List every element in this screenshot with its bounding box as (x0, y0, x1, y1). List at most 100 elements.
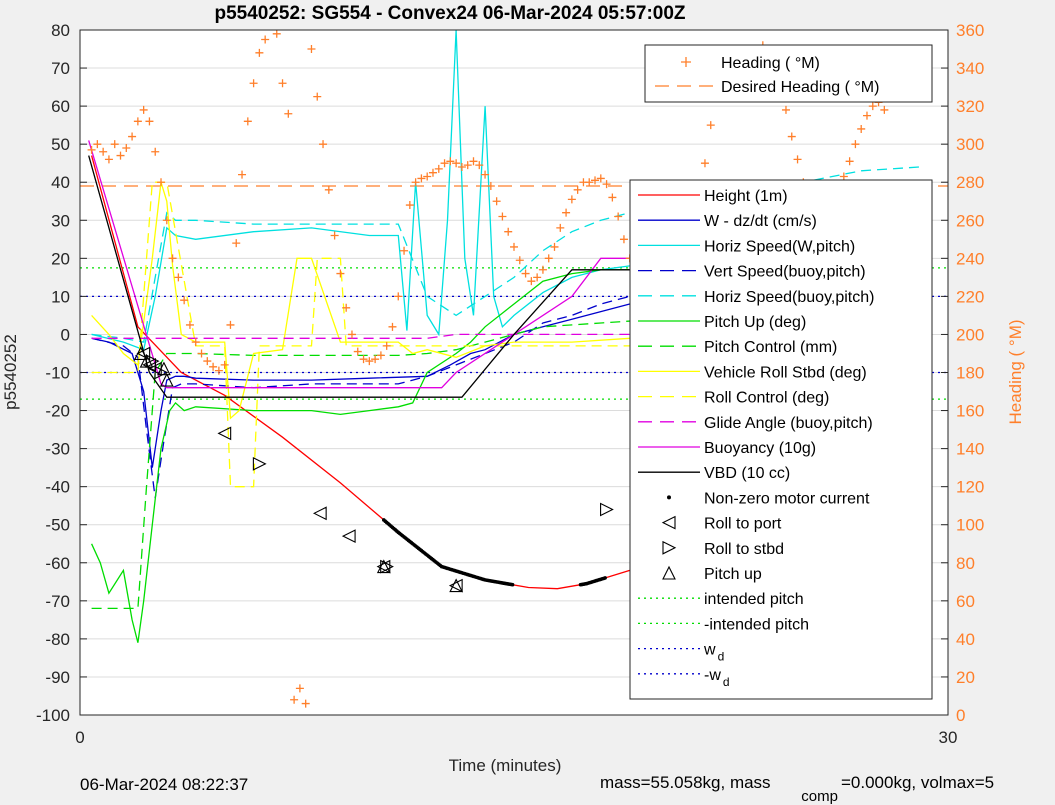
heading-point (475, 161, 484, 170)
y2-tick-label: 60 (956, 592, 975, 611)
roll-port-marker (217, 426, 232, 441)
y-tick-label: 70 (51, 59, 70, 78)
footer-mass-text: mass=55.058kg, mass (600, 773, 771, 792)
legend-label: VBD (10 cc) (704, 465, 790, 482)
heading-point (793, 155, 802, 164)
chart-title: p5540252: SG554 - Convex24 06-Mar-2024 0… (214, 3, 685, 24)
heading-point (382, 341, 391, 350)
legend-label: Desired Heading ( °M) (721, 79, 879, 96)
y-tick-label: -90 (45, 668, 70, 687)
heading-point (278, 79, 287, 88)
legend-label-subscript: d (723, 675, 730, 689)
heading-point (220, 360, 229, 369)
legend-label: Vert Speed(buoy,pitch) (704, 264, 866, 281)
pitch-up-marker (139, 353, 154, 368)
heading-point (481, 170, 490, 179)
y2-tick-label: 220 (956, 287, 984, 306)
y2-tick-label: 200 (956, 325, 984, 344)
heading-point (706, 121, 715, 130)
y-tick-label: 0 (61, 325, 70, 344)
y2-tick-label: 80 (956, 554, 975, 573)
heading-point (342, 303, 351, 312)
heading-point (191, 338, 200, 347)
heading-point (567, 195, 576, 204)
legend-sample (662, 565, 676, 580)
heading-point (185, 320, 194, 329)
heading-point (423, 172, 432, 181)
y-tick-label: -80 (45, 630, 70, 649)
legend-label: Heading ( °M) (721, 55, 820, 72)
legend-label: Non-zero motor current (704, 490, 870, 507)
legend-label: Buoyancy (10g) (704, 440, 816, 457)
roll-port-marker (312, 506, 327, 521)
heading-point (353, 347, 362, 356)
heading-point (544, 254, 553, 263)
legend-label-subscript: d (718, 650, 725, 664)
legend-label: Pitch Control (mm) (704, 339, 837, 356)
heading-point (562, 208, 571, 217)
y-axis-label: p5540252 (1, 334, 20, 410)
heading-point (371, 355, 380, 364)
heading-point (301, 699, 310, 708)
heading-point (162, 216, 171, 225)
heading-point (133, 117, 142, 126)
heading-point (428, 168, 437, 177)
heading-point (168, 254, 177, 263)
heading-point (596, 174, 605, 183)
heading-point (533, 273, 542, 282)
roll-port-marker (448, 578, 463, 593)
pitch-up-marker (133, 346, 148, 361)
legend-label: Glide Angle (buoy,pitch) (704, 415, 873, 432)
heading-point (515, 256, 524, 265)
y2-tick-label: 340 (956, 59, 984, 78)
heading-point (209, 362, 218, 371)
heading-point (232, 239, 241, 248)
heading-point (255, 48, 264, 57)
heading-point (110, 140, 119, 149)
heading-point (295, 684, 304, 693)
heading-point (290, 695, 299, 704)
legend-label: Horiz Speed(buoy,pitch) (704, 289, 874, 306)
x-tick-label: 0 (75, 728, 84, 747)
legend-label: Vehicle Roll Stbd (deg) (704, 364, 867, 381)
heading-point (394, 292, 403, 301)
x-tick-label: 30 (939, 728, 958, 747)
y2-tick-label: 300 (956, 135, 984, 154)
y-tick-label: -100 (36, 706, 70, 725)
y2-tick-label: 260 (956, 211, 984, 230)
y2-tick-label: 160 (956, 402, 984, 421)
y2-tick-label: 280 (956, 173, 984, 192)
axes: 80706050403020100-10-20-30-40-50-60-70-8… (36, 21, 984, 747)
main-legend: Height (1m) W - dz/dt (cm/s) Horiz Speed(W… (629, 179, 933, 700)
heading-point (347, 330, 356, 339)
heading-point (145, 117, 154, 126)
legend-label: -intended pitch (704, 616, 809, 633)
heading-point (359, 355, 368, 364)
y2-tick-label: 180 (956, 364, 984, 383)
heading-point (104, 155, 113, 164)
heading-point (614, 212, 623, 221)
heading-point (608, 193, 617, 202)
legend-label: Roll to port (704, 516, 782, 533)
heading-point (504, 227, 513, 236)
heading-point (839, 172, 848, 181)
heading-point (851, 140, 860, 149)
heading-point (226, 320, 235, 329)
legend-label: Roll Control (deg) (704, 390, 829, 407)
heading-point (197, 349, 206, 358)
legend-sample (667, 495, 671, 500)
heading-point (857, 124, 866, 133)
heading-point (214, 366, 223, 375)
legend-label: intended pitch (704, 591, 804, 608)
y-tick-label: -50 (45, 516, 70, 535)
footer-mass-comp: comp (801, 788, 838, 805)
legend-label: Height (1m) (704, 188, 788, 205)
roll-stbd-marker (600, 502, 614, 517)
heading-point (457, 163, 466, 171)
legend-label: Pitch up (704, 566, 762, 583)
heading-legend-box (644, 44, 933, 103)
legend-sample (661, 515, 676, 530)
y2-axis-label: Heading ( °M) (1006, 319, 1025, 424)
